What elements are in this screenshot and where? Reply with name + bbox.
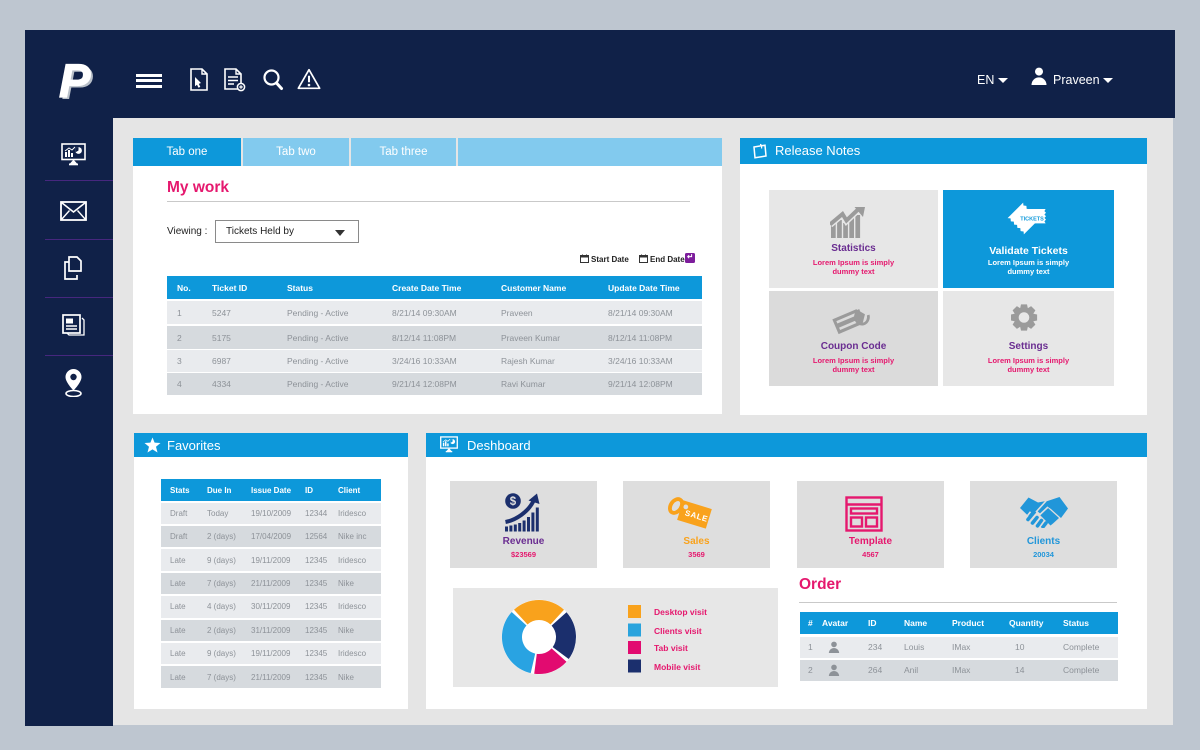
svg-text:$: $ xyxy=(510,496,517,508)
svg-text:TICKETS: TICKETS xyxy=(1020,216,1044,222)
